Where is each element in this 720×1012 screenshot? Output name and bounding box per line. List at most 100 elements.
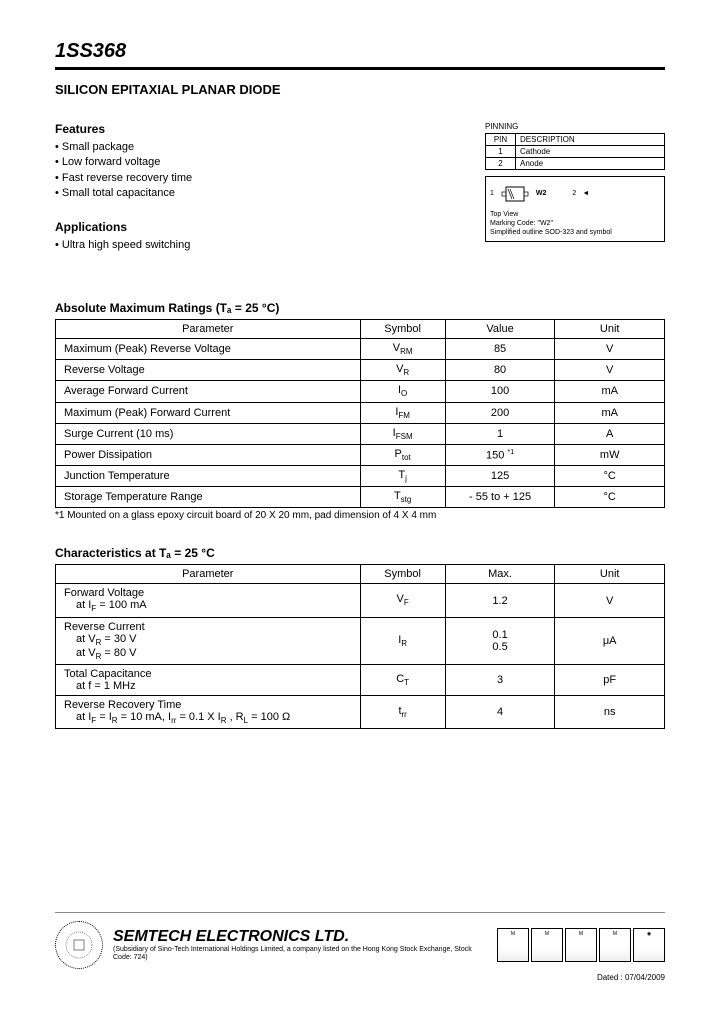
cell-symbol: Tj bbox=[360, 466, 445, 487]
cell-value: 1 bbox=[445, 423, 555, 444]
company-sub: (Subsidiary of Sino-Tech International H… bbox=[113, 946, 487, 963]
subtitle: SILICON EPITAXIAL PLANAR DIODE bbox=[55, 82, 665, 97]
pinning-box: PINNING PINDESCRIPTION 1Cathode 2Anode 1… bbox=[485, 122, 665, 271]
pinning-table: PINDESCRIPTION 1Cathode 2Anode bbox=[485, 133, 665, 170]
cell-value: 4 bbox=[445, 696, 555, 729]
cell-symbol: VF bbox=[360, 584, 445, 617]
outline-label: Simplified outline SOD-323 and symbol bbox=[490, 228, 660, 237]
feature-item: Low forward voltage bbox=[55, 155, 391, 170]
th-unit: Unit bbox=[555, 565, 665, 584]
cell-symbol: VR bbox=[360, 360, 445, 381]
package-label: W2 bbox=[536, 189, 547, 198]
cell-param: Power Dissipation bbox=[56, 444, 361, 465]
cell-unit: mA bbox=[555, 381, 665, 402]
cell-param: Reverse Currentat VR = 30 Vat VR = 80 V bbox=[56, 617, 361, 664]
cell-value: 80 bbox=[445, 360, 555, 381]
pinning-col-desc: DESCRIPTION bbox=[516, 134, 665, 146]
cell-value: - 55 to + 125 bbox=[445, 487, 555, 508]
top-section: Features Small package Low forward volta… bbox=[55, 122, 665, 271]
cell-param: Average Forward Current bbox=[56, 381, 361, 402]
feature-item: Fast reverse recovery time bbox=[55, 171, 391, 186]
cell-unit: pF bbox=[555, 665, 665, 696]
cert-badge-icon: ◉ bbox=[633, 928, 665, 962]
table-row: Junction Temperature Tj 125 °C bbox=[56, 466, 665, 487]
cell-param: Storage Temperature Range bbox=[56, 487, 361, 508]
table-row: Maximum (Peak) Forward Current IFM 200 m… bbox=[56, 402, 665, 423]
feature-item: Small total capacitance bbox=[55, 186, 391, 201]
applications-heading: Applications bbox=[55, 220, 391, 234]
features-heading: Features bbox=[55, 122, 391, 136]
abs-max-table: Parameter Symbol Value Unit Maximum (Pea… bbox=[55, 319, 665, 509]
th-value: Value bbox=[445, 319, 555, 338]
cell-symbol: VRM bbox=[360, 338, 445, 359]
features-list: Small package Low forward voltage Fast r… bbox=[55, 140, 391, 202]
table-row: Forward Voltageat IF = 100 mA VF 1.2 V bbox=[56, 584, 665, 617]
abs-footnote: *1 Mounted on a glass epoxy circuit boar… bbox=[55, 510, 665, 521]
cell-unit: mW bbox=[555, 444, 665, 465]
applications-list: Ultra high speed switching bbox=[55, 238, 391, 253]
pin2-label: 2 bbox=[572, 189, 576, 198]
feature-item: Small package bbox=[55, 140, 391, 155]
table-row: Average Forward Current IO 100 mA bbox=[56, 381, 665, 402]
table-row: Power Dissipation Ptot 150 *1 mW bbox=[56, 444, 665, 465]
cell-value: 125 bbox=[445, 466, 555, 487]
cell-value: 150 *1 bbox=[445, 444, 555, 465]
cell-unit: mA bbox=[555, 402, 665, 423]
table-row: Reverse Currentat VR = 30 Vat VR = 80 V … bbox=[56, 617, 665, 664]
marking-label: Marking Code: "W2" bbox=[490, 219, 660, 228]
cell-unit: A bbox=[555, 423, 665, 444]
th-param: Parameter bbox=[56, 319, 361, 338]
cell-symbol: Tstg bbox=[360, 487, 445, 508]
th-symbol: Symbol bbox=[360, 319, 445, 338]
cell-value: 200 bbox=[445, 402, 555, 423]
cell-unit: ns bbox=[555, 696, 665, 729]
cell-unit: μA bbox=[555, 617, 665, 664]
cell-symbol: CT bbox=[360, 665, 445, 696]
cert-badges: MMMM◉ bbox=[497, 928, 665, 962]
cell-symbol: IFM bbox=[360, 402, 445, 423]
pin-cell: 1 bbox=[486, 146, 516, 158]
th-param: Parameter bbox=[56, 565, 361, 584]
table-row: Total Capacitanceat f = 1 MHz CT 3 pF bbox=[56, 665, 665, 696]
cell-param: Reverse Recovery Timeat IF = IR = 10 mA,… bbox=[56, 696, 361, 729]
cell-param: Forward Voltageat IF = 100 mA bbox=[56, 584, 361, 617]
cell-param: Junction Temperature bbox=[56, 466, 361, 487]
package-diagram: 1 W2 2 ◄ Top View Marking Code: "W2" Sim… bbox=[485, 176, 665, 242]
cell-unit: °C bbox=[555, 487, 665, 508]
char-title: Characteristics at Tₐ = 25 °C bbox=[55, 546, 665, 560]
cell-symbol: IFSM bbox=[360, 423, 445, 444]
pin-cell: 2 bbox=[486, 158, 516, 170]
cell-value: 3 bbox=[445, 665, 555, 696]
company-name: SEMTECH ELECTRONICS LTD. bbox=[113, 928, 487, 946]
cell-unit: V bbox=[555, 360, 665, 381]
cell-value: 0.10.5 bbox=[445, 617, 555, 664]
pinning-col-pin: PIN bbox=[486, 134, 516, 146]
cell-param: Reverse Voltage bbox=[56, 360, 361, 381]
table-row: Reverse Voltage VR 80 V bbox=[56, 360, 665, 381]
divider bbox=[55, 67, 665, 70]
cert-badge-icon: M bbox=[599, 928, 631, 962]
cell-symbol: trr bbox=[360, 696, 445, 729]
cell-symbol: Ptot bbox=[360, 444, 445, 465]
cell-param: Surge Current (10 ms) bbox=[56, 423, 361, 444]
top-view-label: Top View bbox=[490, 210, 660, 219]
table-row: Surge Current (10 ms) IFSM 1 A bbox=[56, 423, 665, 444]
pin-desc: Cathode bbox=[516, 146, 665, 158]
abs-max-title: Absolute Maximum Ratings (Tₐ = 25 °C) bbox=[55, 301, 665, 315]
pin1-label: 1 bbox=[490, 189, 494, 198]
package-icon bbox=[500, 181, 530, 207]
application-item: Ultra high speed switching bbox=[55, 238, 391, 253]
dated-label: Dated : 07/04/2009 bbox=[55, 973, 665, 982]
cert-badge-icon: M bbox=[565, 928, 597, 962]
footer: SEMTECH ELECTRONICS LTD. (Subsidiary of … bbox=[55, 912, 665, 982]
cell-param: Total Capacitanceat f = 1 MHz bbox=[56, 665, 361, 696]
pin-desc: Anode bbox=[516, 158, 665, 170]
th-max: Max. bbox=[445, 565, 555, 584]
cell-unit: V bbox=[555, 338, 665, 359]
pinning-title: PINNING bbox=[485, 122, 665, 131]
cert-badge-icon: M bbox=[497, 928, 529, 962]
cell-unit: V bbox=[555, 584, 665, 617]
th-unit: Unit bbox=[555, 319, 665, 338]
company-logo-icon bbox=[55, 921, 103, 969]
table-row: Maximum (Peak) Reverse Voltage VRM 85 V bbox=[56, 338, 665, 359]
